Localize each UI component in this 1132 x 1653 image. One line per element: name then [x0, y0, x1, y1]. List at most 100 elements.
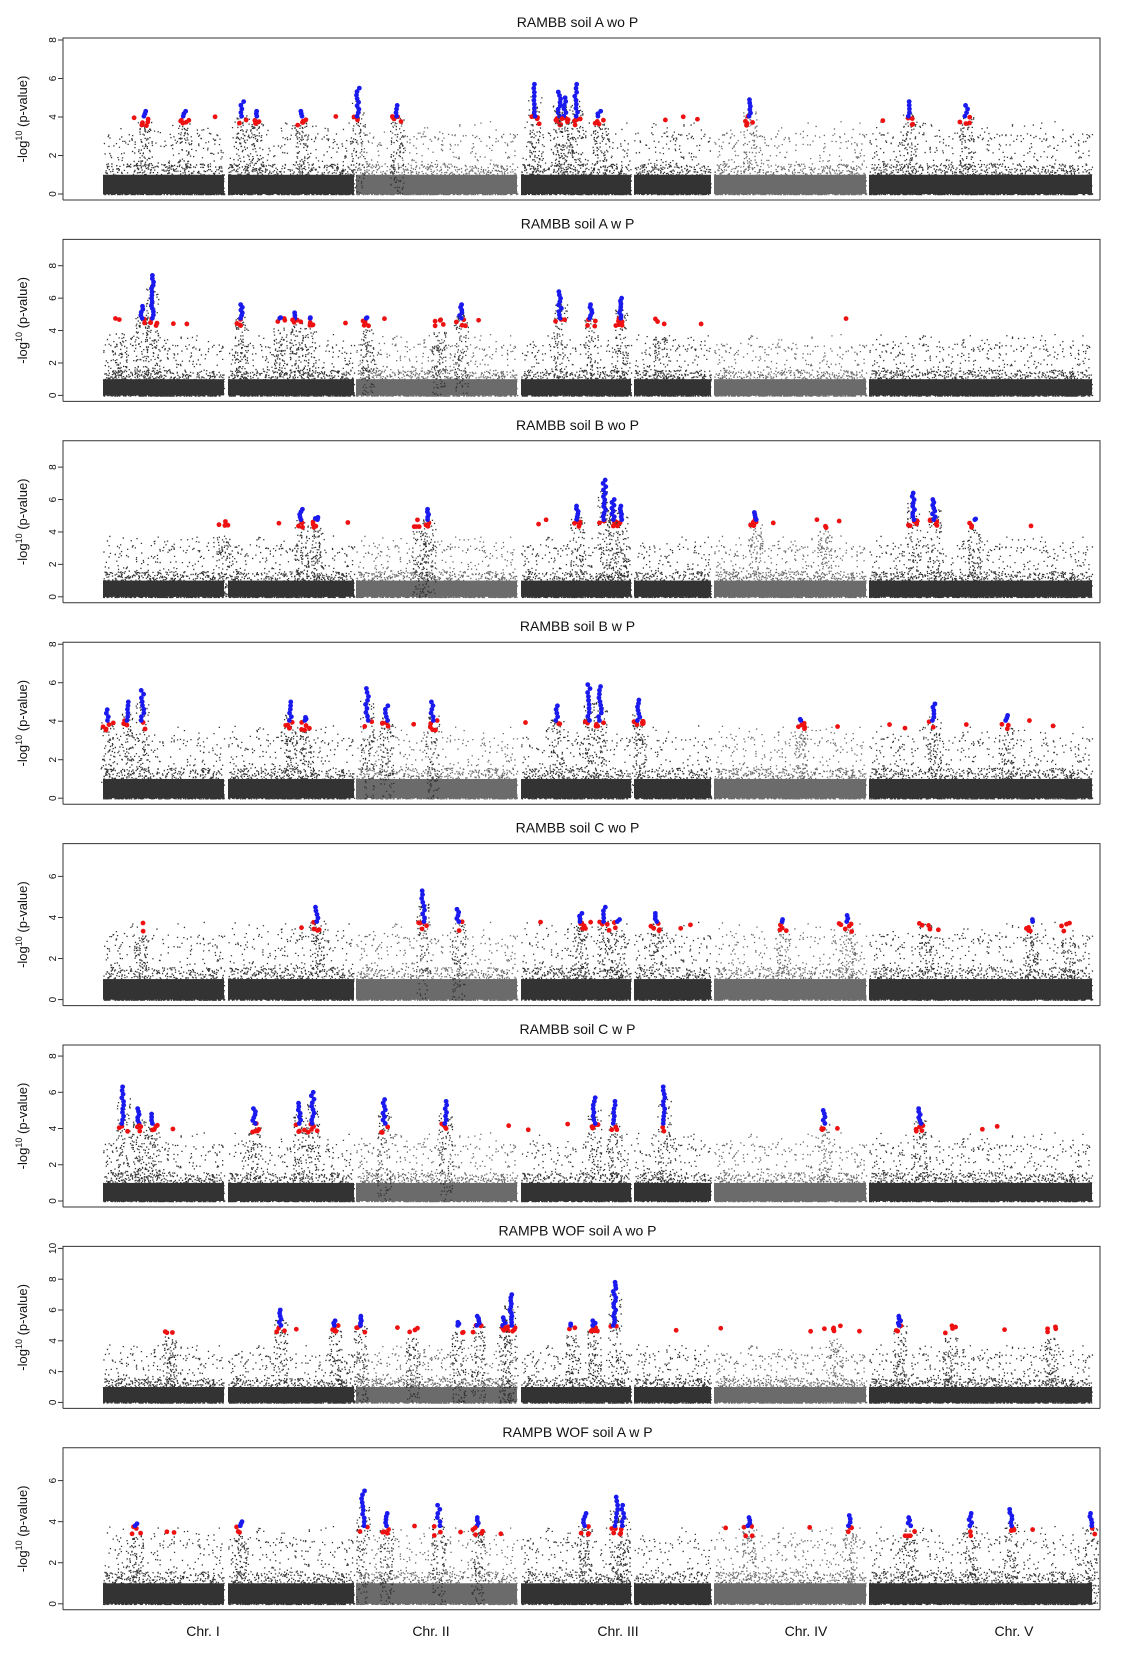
significant-point [962, 113, 968, 119]
suggestive-point [1027, 928, 1033, 934]
significant-point [443, 1098, 449, 1104]
y-tick-label: 0 [48, 795, 59, 801]
significant-point [820, 1108, 826, 1113]
chr-1-band [103, 174, 224, 194]
suggestive-point [564, 119, 570, 125]
significant-point [844, 913, 850, 918]
significant-point [360, 1492, 365, 1498]
suggestive-point [1028, 523, 1034, 529]
peak-tower [776, 933, 792, 1001]
peak-tower [748, 522, 764, 597]
peak-tower [582, 697, 597, 799]
panel-title: RAMBB soil A wo P [517, 14, 638, 30]
suggestive-point [472, 1525, 478, 1531]
chr-3-band [634, 580, 711, 597]
suggestive-point [300, 119, 305, 125]
suggestive-point [1050, 723, 1056, 729]
suggestive-point [586, 1524, 591, 1529]
suggestive-point [592, 120, 598, 126]
significant-point [532, 105, 537, 111]
panel-title: RAMBB soil B wo P [516, 417, 639, 433]
significant-point [119, 1088, 125, 1093]
chr-3-band [634, 1583, 711, 1604]
significant-point [138, 688, 144, 693]
suggestive-point [1064, 921, 1069, 927]
significant-point [430, 703, 436, 709]
peak-tower [605, 509, 621, 599]
significant-point [619, 295, 625, 301]
suggestive-point [831, 1328, 837, 1334]
suggestive-point [586, 1531, 591, 1536]
significant-point [121, 1102, 127, 1108]
suggestive-point [592, 318, 598, 324]
y-axis-label: -log10 (p-value) [14, 1284, 30, 1371]
panel-frame [62, 440, 1101, 603]
significant-point [586, 702, 592, 707]
suggestive-point [498, 1531, 504, 1537]
significant-point [444, 1110, 449, 1115]
suggestive-point [597, 919, 603, 925]
significant-point [363, 710, 369, 715]
chr-5-points [869, 1132, 1094, 1203]
y-tick-label: 2 [48, 1368, 59, 1374]
significant-point [120, 1084, 126, 1090]
suggestive-point [184, 321, 190, 327]
suggestive-point [1059, 923, 1064, 929]
suggestive-point [1027, 718, 1032, 723]
suggestive-point [807, 1525, 813, 1530]
suggestive-point [538, 919, 543, 925]
peak-tower [412, 530, 428, 598]
significant-point [619, 1523, 625, 1529]
suggestive-point [432, 323, 438, 329]
suggestive-point [140, 920, 146, 926]
chr-2-band [356, 979, 517, 1000]
suggestive-point [585, 323, 590, 328]
significant-point [613, 1494, 619, 1500]
chr-1-band [103, 1182, 224, 1201]
peak-tower [283, 714, 299, 800]
suggestive-point [434, 718, 440, 723]
significant-point [568, 1321, 574, 1327]
y-tick-label: 4 [48, 718, 59, 724]
suggestive-point [751, 523, 757, 529]
suggestive-point [282, 317, 288, 323]
suggestive-point [362, 724, 368, 729]
significant-point [910, 490, 916, 496]
peak-tower [289, 322, 305, 394]
y-tick-label: 6 [48, 1089, 59, 1095]
suggestive-point [243, 117, 249, 123]
significant-point [573, 113, 579, 119]
y-tick-label: 8 [48, 262, 59, 268]
suggestive-point [837, 1323, 843, 1329]
peak-tower [376, 1112, 392, 1202]
significant-point [121, 1099, 126, 1104]
significant-point [592, 1095, 598, 1101]
chr-2-points [228, 334, 356, 397]
peak-tower [350, 100, 366, 194]
significant-point [360, 1511, 365, 1517]
significant-point [238, 110, 244, 115]
significant-point [661, 1110, 667, 1115]
y-axis-label: -log10 (p-value) [14, 277, 30, 364]
suggestive-point [412, 1523, 417, 1529]
peak-tower [120, 713, 136, 800]
significant-point [394, 103, 400, 108]
peak-tower [613, 309, 629, 397]
chr-5-points [869, 535, 1094, 599]
peak-tower [471, 1530, 486, 1605]
significant-point [652, 910, 658, 916]
significant-point [239, 113, 244, 119]
suggestive-point [162, 1329, 168, 1335]
suggestive-point [154, 320, 160, 326]
y-tick-label: 6 [48, 1477, 59, 1483]
significant-point [382, 707, 388, 712]
chr-4-band [714, 1583, 866, 1604]
significant-point [587, 686, 593, 692]
significant-point [238, 302, 244, 308]
y-tick-label: 0 [48, 594, 59, 600]
suggestive-point [743, 1533, 749, 1539]
suggestive-point [688, 922, 693, 928]
suggestive-point [907, 1533, 913, 1539]
significant-point [597, 687, 602, 693]
y-tick-label: 8 [48, 37, 59, 43]
